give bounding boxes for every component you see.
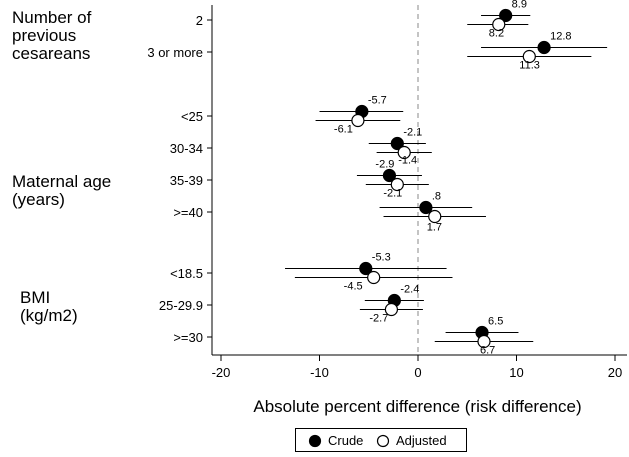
row-label: 2 (196, 13, 203, 28)
open-circle-icon (376, 434, 390, 448)
adjusted-estimate-point (390, 177, 404, 192)
crude-value-label: 12.8 (550, 31, 571, 43)
adjusted-estimate-point (428, 209, 442, 224)
filled-circle-icon (308, 434, 322, 448)
x-tick-label: 0 (414, 365, 421, 380)
crude-estimate-point (537, 40, 551, 55)
row-label: 25-29.9 (159, 298, 203, 313)
adjusted-value-label: -4.5 (344, 281, 363, 293)
adjusted-value-label: -1.4 (398, 155, 417, 167)
group-label: Maternal age (years) (12, 172, 112, 209)
x-axis-title: Absolute percent difference (risk differ… (253, 397, 581, 416)
crude-value-label: -2.9 (375, 159, 394, 171)
row-label: <18.5 (170, 266, 203, 281)
x-tick-label: -20 (212, 365, 231, 380)
x-tick-label: 20 (608, 365, 622, 380)
adjusted-value-label: -6.1 (334, 124, 353, 136)
row-label: 30-34 (170, 141, 203, 156)
x-tick-label: -10 (310, 365, 329, 380)
x-tick-label: 10 (509, 365, 523, 380)
row-label: >=30 (173, 330, 203, 345)
adjusted-estimate-point (367, 270, 381, 285)
adjusted-value-label: -2.7 (369, 313, 388, 325)
adjusted-estimate-point (384, 302, 399, 317)
crude-value-label: -5.3 (372, 252, 391, 264)
row-label: 35-39 (170, 173, 203, 188)
crude-value-label: .8 (432, 191, 441, 203)
adjusted-value-label: -2.1 (383, 188, 402, 200)
crude-value-label: 6.5 (488, 316, 503, 328)
legend-label-crude: Crude (328, 433, 364, 448)
group-label: Number of previous cesareans (12, 8, 92, 63)
adjusted-estimate-point (522, 49, 536, 64)
crude-estimate-point (382, 168, 397, 183)
crude-estimate-point (499, 8, 513, 23)
crude-value-label: -2.4 (400, 284, 419, 296)
row-label: >=40 (173, 205, 203, 220)
crude-estimate-point (390, 136, 404, 151)
crude-value-label: 8.9 (512, 0, 527, 11)
row-label: <25 (181, 109, 203, 124)
legend: Crude Adjusted (295, 428, 467, 452)
adjusted-value-label: 6.7 (480, 345, 495, 357)
adjusted-value-label: 11.3 (519, 60, 540, 72)
crude-value-label: -5.7 (368, 95, 387, 107)
legend-label-adjusted: Adjusted (396, 433, 447, 448)
adjusted-value-label: 8.2 (489, 28, 504, 40)
adjusted-estimate-point (351, 113, 365, 128)
adjusted-estimate-point (492, 17, 506, 32)
adjusted-estimate-point (397, 145, 411, 160)
crude-estimate-point (419, 200, 433, 215)
crude-value-label: -2.1 (403, 127, 422, 139)
row-label: 3 or more (147, 45, 203, 60)
adjusted-estimate-point (477, 334, 491, 349)
crude-estimate-point (359, 261, 373, 276)
group-label: BMI (kg/m2) (20, 288, 78, 325)
adjusted-value-label: 1.7 (427, 222, 442, 234)
